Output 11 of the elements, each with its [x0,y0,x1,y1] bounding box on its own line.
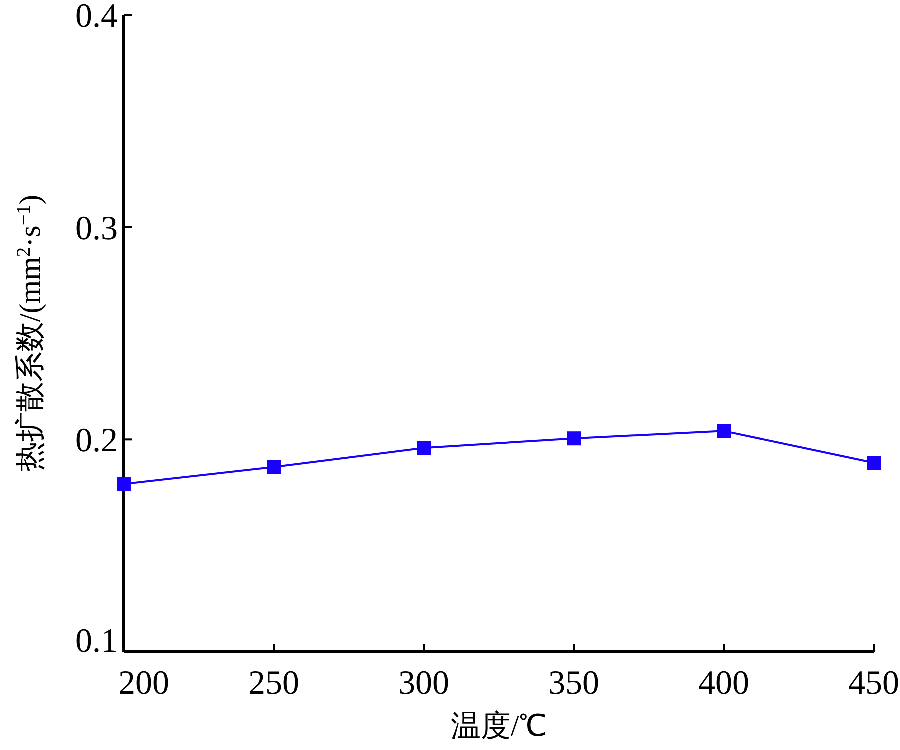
x-axis-title: 温度/℃ [450,710,548,743]
x-tick-label: 350 [548,665,600,702]
x-tick-label: 400 [698,665,750,702]
x-tick-label: 250 [248,665,300,702]
x-tick-label: 300 [398,665,450,702]
y-tick-label: 0.1 [76,623,118,660]
y-tick-label: 0.2 [76,422,118,460]
x-tick-label: 200 [118,665,170,702]
x-tick-label: 450 [848,665,900,702]
y-tick-label: 0.3 [76,210,118,248]
y-tick-label: 0.4 [76,0,118,35]
